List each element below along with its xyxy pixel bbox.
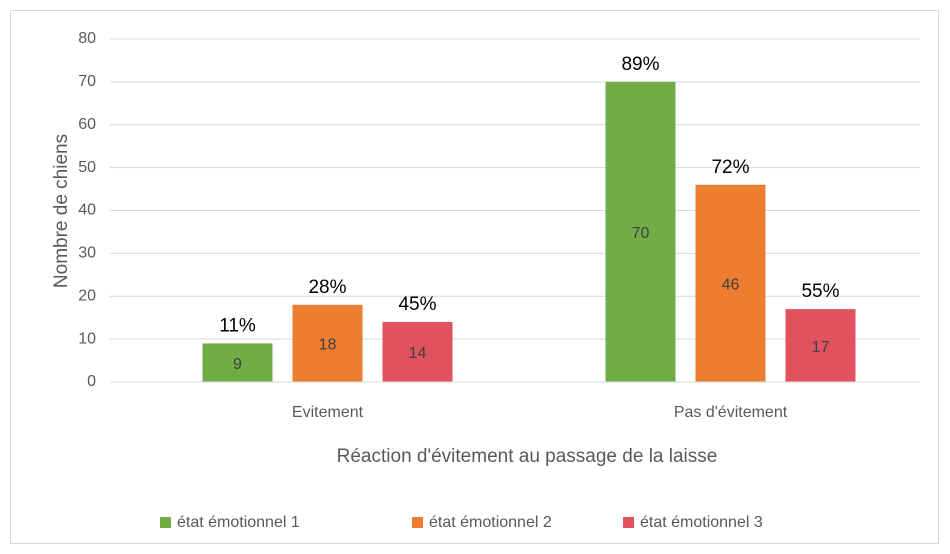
legend-swatch (623, 517, 634, 528)
legend-label: état émotionnel 2 (429, 514, 552, 531)
data-label: 18 (319, 337, 337, 354)
bar (785, 309, 856, 382)
y-tick-label: 30 (78, 245, 96, 262)
y-tick-label: 20 (78, 287, 96, 304)
bar (382, 321, 453, 382)
bar (695, 184, 766, 382)
y-tick-label: 40 (78, 202, 96, 219)
percent-label: 11% (219, 315, 256, 336)
bar (292, 304, 363, 382)
percent-label: 45% (398, 294, 436, 315)
percent-label: 28% (308, 277, 346, 298)
bar (605, 81, 676, 382)
data-label: 70 (632, 225, 650, 242)
x-axis-title: Réaction d'évitement au passage de la la… (337, 446, 718, 467)
y-tick-label: 0 (87, 373, 96, 390)
data-label: 14 (409, 345, 427, 362)
legend-swatch (160, 517, 171, 528)
y-tick-label: 70 (78, 73, 96, 90)
y-tick-label: 10 (78, 330, 96, 347)
data-label: 46 (722, 277, 740, 294)
percent-label: 72% (711, 157, 749, 178)
bar (202, 343, 273, 382)
y-tick-label: 60 (78, 116, 96, 133)
x-tick-label: Evitement (292, 404, 364, 421)
legend-swatch (412, 517, 423, 528)
x-tick-label: Pas d'évitement (674, 404, 788, 421)
legend-label: état émotionnel 1 (177, 514, 300, 531)
y-axis-title: Nombre de chiens (51, 134, 72, 288)
legend-label: état émotionnel 3 (640, 514, 763, 531)
y-tick-label: 50 (78, 159, 96, 176)
percent-label: 89% (621, 54, 659, 75)
y-tick-label: 80 (78, 30, 96, 47)
data-label: 9 (233, 356, 242, 373)
chart-frame (10, 10, 939, 544)
percent-label: 55% (801, 281, 839, 302)
data-label: 17 (812, 339, 830, 356)
